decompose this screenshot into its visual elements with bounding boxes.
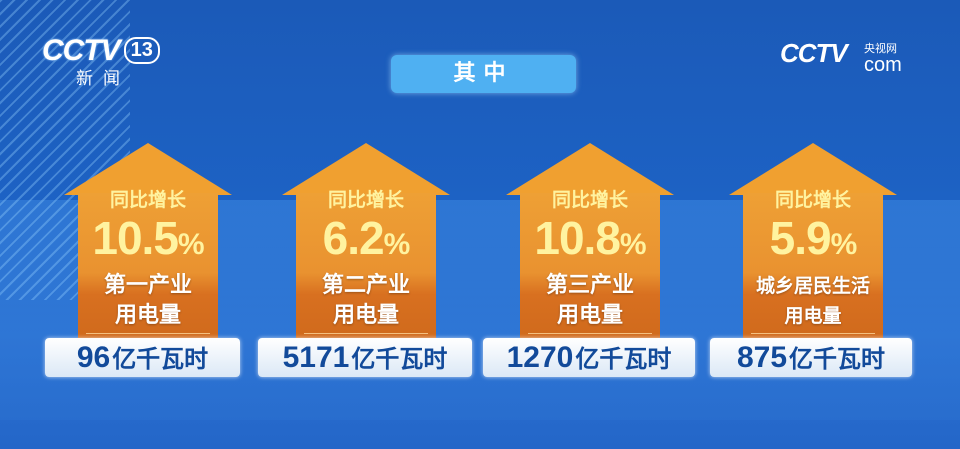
logo-sub: 新闻 [76,69,130,89]
percent-value: 5.9 [769,212,832,264]
house-body [520,193,660,338]
house-card: 同比增长 10.8% 第三产业 用电量 [506,143,674,338]
percent-sign: % [177,228,205,261]
value-unit: 亿千瓦时 [575,345,672,373]
growth-percent: 6.2% [282,211,450,265]
cctv-com-logo: CCTV 央视网 com [780,38,902,76]
percent-sign: % [619,228,647,261]
logo-channel: 13 [123,37,160,64]
house-body [296,193,436,338]
logo-name: 央视网 [864,42,897,55]
house-body [743,193,883,338]
growth-label: 同比增长 [109,189,186,211]
divider [528,333,652,334]
house-roof [506,143,674,195]
section-title: 其中 [391,55,576,93]
value-number: 875 [736,341,788,374]
divider [304,333,428,334]
divider [86,333,210,334]
value-unit: 亿千瓦时 [112,345,209,373]
percent-value: 10.8 [534,212,621,264]
growth-label: 同比增长 [551,189,628,211]
value-unit: 亿千瓦时 [789,345,886,373]
growth-label: 同比增长 [774,189,851,211]
growth-percent: 10.8% [506,211,674,265]
percent-sign: % [383,228,411,261]
growth-percent: 10.5% [64,211,232,265]
house-roof [729,143,897,195]
growth-label: 同比增长 [327,189,404,211]
consumption-value: 1270亿千瓦时 [483,338,695,377]
percent-value: 10.5 [92,212,179,264]
consumption-value: 5171亿千瓦时 [258,338,472,377]
cctv13-logo: CCTV 13 新闻 [42,34,160,89]
value-number: 1270 [506,341,574,374]
divider [751,333,875,334]
house-roof [64,143,232,195]
category-name: 城乡居民生活 用电量 [755,275,870,327]
consumption-value: 875亿千瓦时 [710,338,912,377]
logo-domain: com [864,54,902,76]
house-card: 同比增长 6.2% 第二产业 用电量 [282,143,450,338]
house-card: 同比增长 10.5% 第一产业 用电量 [64,143,232,338]
value-number: 5171 [282,341,350,374]
percent-value: 6.2 [322,212,385,264]
growth-percent: 5.9% [729,211,897,265]
value-unit: 亿千瓦时 [351,345,448,373]
category-name: 第三产业 用电量 [545,273,634,328]
house-roof [282,143,450,195]
house-body [78,193,218,338]
house-card: 同比增长 5.9% 城乡居民生活 用电量 [729,143,897,338]
category-name: 第二产业 用电量 [321,273,410,328]
value-number: 96 [76,341,111,374]
logo-brand: CCTV [780,38,848,68]
logo-brand: CCTV [42,34,121,67]
consumption-value: 96亿千瓦时 [45,338,240,377]
percent-sign: % [830,228,858,261]
category-name: 第一产业 用电量 [103,273,192,328]
